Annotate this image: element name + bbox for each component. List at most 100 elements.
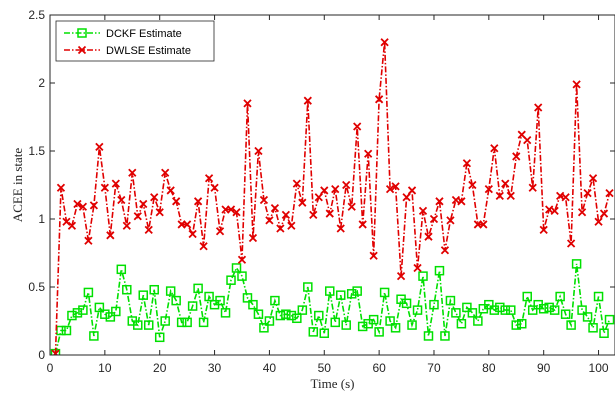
data-point-dckf [423, 331, 434, 341]
data-point-dckf [314, 310, 324, 321]
data-point-dckf [171, 295, 181, 306]
data-point-dckf [237, 271, 247, 281]
data-point-dckf [489, 305, 500, 315]
x-tick-label: 20 [153, 361, 167, 375]
data-point-dwlse [56, 183, 66, 192]
data-point-dwlse [413, 263, 422, 273]
data-point-dckf [220, 308, 231, 318]
data-point-dwlse [287, 221, 296, 230]
data-point-dckf [198, 317, 209, 328]
data-point-dckf [451, 308, 461, 318]
series-line-dwlse [54, 42, 611, 354]
data-point-dwlse [599, 209, 609, 218]
data-point-dckf [440, 331, 450, 341]
data-point-dckf [390, 323, 401, 333]
data-point-dckf [165, 286, 176, 296]
data-point-dwlse [325, 209, 334, 218]
data-point-dckf [61, 325, 72, 336]
legend: DCKF Estimate DWLSE Estimate [55, 20, 215, 62]
data-point-dwlse [67, 221, 77, 230]
data-point-dckf [566, 320, 576, 330]
data-point-dckf [522, 291, 532, 302]
data-point-dckf [154, 332, 165, 343]
data-point-dckf [297, 305, 308, 315]
data-point-dckf [571, 259, 582, 269]
x-tick-label: 10 [98, 361, 112, 375]
data-point-dckf [538, 304, 549, 314]
data-point-dckf [604, 314, 615, 325]
x-tick-label: 90 [537, 361, 551, 375]
data-point-dckf [412, 305, 423, 315]
data-point-dwlse [512, 152, 521, 161]
legend-label-dwlse: DWLSE Estimate [106, 45, 191, 57]
data-point-dckf [467, 308, 478, 318]
data-point-dckf [89, 331, 99, 341]
data-point-dwlse [210, 183, 219, 192]
data-point-dwlse [226, 205, 236, 214]
data-point-dwlse [161, 168, 170, 177]
data-point-dwlse [380, 38, 389, 47]
y-axis-label: ACEE in state [10, 148, 25, 223]
x-tick-label: 100 [589, 361, 609, 375]
data-point-dwlse [336, 224, 345, 233]
data-point-dckf [215, 295, 225, 306]
data-point-dckf [368, 314, 379, 325]
data-point-dwlse [402, 193, 411, 202]
data-point-dckf [330, 317, 340, 328]
data-point-dckf [462, 302, 472, 313]
data-point-dckf [341, 320, 351, 330]
data-point-dckf [346, 289, 357, 299]
data-point-dwlse [237, 255, 247, 264]
data-point-dwlse [446, 216, 455, 225]
data-point-dckf [138, 290, 149, 300]
data-point-dwlse [523, 135, 532, 145]
data-point-dwlse [51, 349, 60, 355]
data-point-dckf [319, 328, 330, 338]
data-point-dckf [78, 305, 88, 315]
x-axis-label: Time (s) [311, 376, 355, 391]
data-point-dckf [335, 290, 346, 300]
data-point-dckf [549, 305, 560, 315]
data-point-dwlse [232, 208, 241, 217]
data-point-dwlse [259, 195, 269, 205]
data-point-dckf [303, 282, 313, 292]
data-point-dwlse [73, 199, 82, 209]
data-point-dwlse [320, 186, 329, 195]
data-point-dwlse [457, 197, 466, 206]
data-point-dwlse [374, 95, 384, 104]
data-point-dckf [133, 320, 143, 330]
data-point-dckf [270, 295, 280, 306]
data-point-dckf [226, 275, 236, 285]
y-tick-label: 2.5 [28, 8, 45, 22]
data-point-dwlse [484, 184, 493, 194]
data-point-dwlse [429, 214, 439, 224]
data-point-dwlse [353, 122, 362, 131]
data-point-dckf [325, 286, 335, 296]
plot-area-frame [49, 14, 615, 356]
data-point-dckf [473, 316, 483, 326]
x-tick-label: 70 [427, 361, 441, 375]
data-point-dwlse [490, 144, 499, 153]
data-point-dckf [407, 320, 417, 330]
data-point-dckf [506, 305, 516, 315]
data-point-dckf [286, 310, 297, 321]
data-point-dckf [434, 265, 445, 276]
data-point-dckf [484, 299, 494, 310]
series-group [50, 38, 615, 355]
data-point-dwlse [309, 210, 318, 220]
data-point-dckf [122, 284, 132, 295]
x-tick-label: 80 [482, 361, 496, 375]
y-tick-label: 0 [38, 348, 45, 362]
data-point-dckf [544, 302, 554, 313]
data-point-dckf [456, 318, 467, 329]
data-point-dwlse [215, 227, 225, 236]
data-point-dwlse [193, 197, 203, 206]
data-point-dckf [83, 287, 94, 298]
x-tick-label: 50 [318, 361, 332, 375]
data-point-dckf [193, 283, 203, 294]
data-point-dwlse [155, 208, 164, 217]
data-point-dwlse [276, 224, 285, 233]
data-point-dwlse [254, 146, 263, 156]
data-point-dwlse [166, 186, 175, 195]
